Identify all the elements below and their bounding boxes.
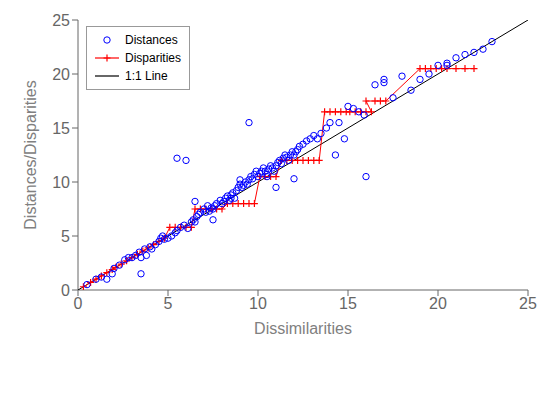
svg-text:0: 0 bbox=[61, 282, 70, 299]
svg-text:5: 5 bbox=[164, 295, 173, 312]
html-text:1:1 Line: 1:1 Line bbox=[125, 69, 168, 83]
svg-text:0: 0 bbox=[74, 295, 83, 312]
svg-text:15: 15 bbox=[52, 120, 70, 137]
svg-text:20: 20 bbox=[429, 295, 447, 312]
html-text:Disparities: Disparities bbox=[125, 51, 181, 65]
svg-text:Dissimilarities: Dissimilarities bbox=[254, 320, 352, 337]
svg-text:5: 5 bbox=[61, 228, 70, 245]
svg-text:Distances/Disparities: Distances/Disparities bbox=[22, 80, 39, 229]
svg-text:25: 25 bbox=[52, 12, 70, 29]
html-text:Distances: Distances bbox=[125, 33, 178, 47]
svg-text:10: 10 bbox=[52, 174, 70, 191]
svg-text:10: 10 bbox=[249, 295, 267, 312]
svg-text:20: 20 bbox=[52, 66, 70, 83]
svg-text:15: 15 bbox=[339, 295, 357, 312]
svg-text:25: 25 bbox=[519, 295, 537, 312]
